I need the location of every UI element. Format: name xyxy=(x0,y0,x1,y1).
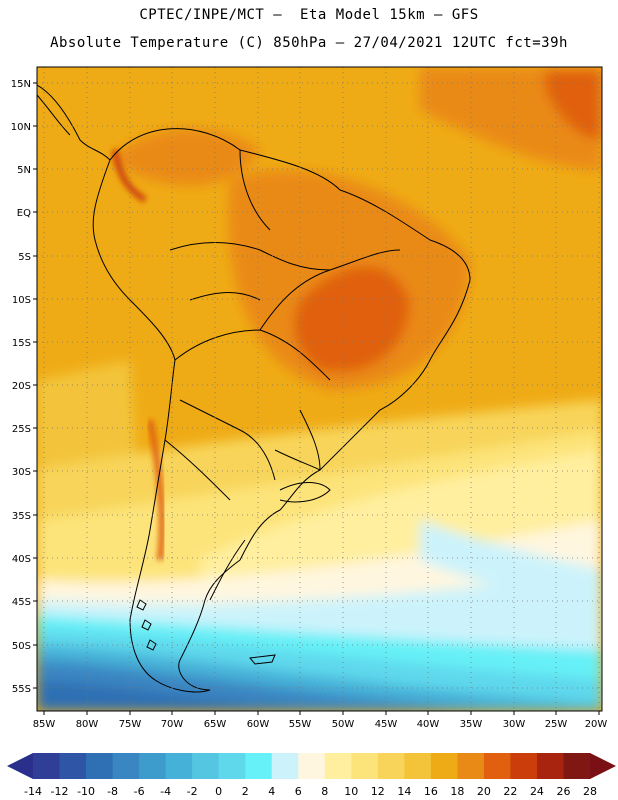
lat-label: 50S xyxy=(12,641,31,652)
lat-label: 5N xyxy=(17,165,31,176)
lat-label: EQ xyxy=(17,208,31,219)
colorbar-label: 12 xyxy=(371,785,385,798)
lat-label: 20S xyxy=(12,381,31,392)
colorbar-cell xyxy=(139,753,167,779)
lon-label: 75W xyxy=(119,719,142,730)
colorbar-label: 16 xyxy=(424,785,438,798)
lat-lon-grid xyxy=(37,67,602,711)
lon-label: 40W xyxy=(417,719,440,730)
lat-label: 5S xyxy=(18,252,31,263)
map-frame xyxy=(36,66,603,712)
longitude-labels: 85W 80W 75W 70W 65W 60W 55W 50W 45W 40W … xyxy=(33,719,608,730)
colorbar-cells xyxy=(33,753,591,779)
lat-label: 15N xyxy=(11,79,31,90)
lon-label: 80W xyxy=(76,719,99,730)
colorbar-cell xyxy=(298,753,326,779)
lon-label: 20W xyxy=(585,719,608,730)
lon-label: 50W xyxy=(332,719,355,730)
coastlines xyxy=(37,84,471,693)
colorbar-label: 20 xyxy=(477,785,491,798)
lat-label: 25S xyxy=(12,424,31,435)
colorbar: -14 -12 -10 -8 -6 -4 -2 0 2 4 6 8 10 12 14 16 18 20 22 24 26… xyxy=(7,753,616,798)
lon-label: 65W xyxy=(204,719,227,730)
lat-label: 10S xyxy=(12,295,31,306)
lon-label: 25W xyxy=(545,719,568,730)
lat-label: 35S xyxy=(12,511,31,522)
colorbar-cell xyxy=(33,753,61,779)
lon-label: 55W xyxy=(289,719,312,730)
colorbar-label: 14 xyxy=(397,785,411,798)
colorbar-label: -2 xyxy=(187,785,198,798)
lon-label: 45W xyxy=(375,719,398,730)
colorbar-cell xyxy=(404,753,432,779)
lat-label: 40S xyxy=(12,554,31,565)
lat-label: 15S xyxy=(12,338,31,349)
lat-label: 45S xyxy=(12,597,31,608)
lon-label: 60W xyxy=(247,719,270,730)
lon-label: 85W xyxy=(33,719,56,730)
colorbar-label: -6 xyxy=(134,785,145,798)
lon-label: 70W xyxy=(161,719,184,730)
colorbar-high-arrow xyxy=(590,753,616,779)
colorbar-cell xyxy=(218,753,246,779)
axis-ticks xyxy=(33,82,600,715)
colorbar-cell xyxy=(377,753,405,779)
colorbar-cell xyxy=(483,753,511,779)
colorbar-cell xyxy=(192,753,220,779)
colorbar-label: 24 xyxy=(530,785,544,798)
colorbar-cell xyxy=(86,753,114,779)
colorbar-cell xyxy=(271,753,299,779)
colorbar-cell xyxy=(457,753,485,779)
colorbar-low-arrow xyxy=(7,753,33,779)
lat-label: 30S xyxy=(12,467,31,478)
temperature-field xyxy=(37,67,602,711)
colorbar-cell xyxy=(112,753,140,779)
colorbar-label: 22 xyxy=(503,785,517,798)
colorbar-cell xyxy=(536,753,564,779)
colorbar-label: 0 xyxy=(215,785,222,798)
colorbar-cell xyxy=(430,753,458,779)
colorbar-label: -14 xyxy=(24,785,42,798)
colorbar-label: 28 xyxy=(583,785,597,798)
colorbar-label: 8 xyxy=(321,785,328,798)
colorbar-label: 4 xyxy=(268,785,275,798)
colorbar-cell xyxy=(165,753,193,779)
colorbar-cell xyxy=(510,753,538,779)
colorbar-labels: -14 -12 -10 -8 -6 -4 -2 0 2 4 6 8 10 12 14 16 18 20 22 24 26… xyxy=(24,785,597,798)
colorbar-label: 6 xyxy=(295,785,302,798)
lat-label: 55S xyxy=(12,684,31,695)
latitude-labels: 15N 10N 5N EQ 5S 10S 15S 20S 25S 30S 35S… xyxy=(11,79,31,695)
colorbar-label: 18 xyxy=(450,785,464,798)
lon-label: 30W xyxy=(503,719,526,730)
colorbar-cell xyxy=(245,753,273,779)
colorbar-cell xyxy=(59,753,87,779)
lon-label: 35W xyxy=(460,719,483,730)
map-title-line-2: Absolute Temperature (C) 850hPa – 27/04/… xyxy=(50,35,568,51)
colorbar-cell xyxy=(324,753,352,779)
colorbar-label: 26 xyxy=(556,785,570,798)
colorbar-label: 10 xyxy=(344,785,358,798)
colorbar-label: -12 xyxy=(51,785,69,798)
colorbar-label: -4 xyxy=(160,785,171,798)
colorbar-cell xyxy=(351,753,379,779)
colorbar-label: -10 xyxy=(77,785,95,798)
colorbar-cell xyxy=(563,753,591,779)
map-title-line-1: CPTEC/INPE/MCT – Eta Model 15km – GFS xyxy=(139,7,479,23)
colorbar-label: -8 xyxy=(107,785,118,798)
colorbar-label: 2 xyxy=(242,785,249,798)
lat-label: 10N xyxy=(11,122,31,133)
